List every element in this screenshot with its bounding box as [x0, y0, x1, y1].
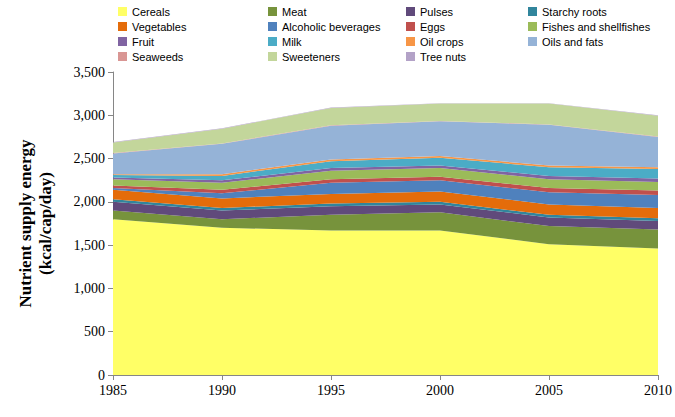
svg-text:1,000: 1,000 [74, 281, 106, 296]
svg-text:Fishes and shellfishes: Fishes and shellfishes [542, 21, 651, 33]
svg-text:3,000: 3,000 [74, 108, 106, 123]
svg-text:0: 0 [98, 368, 105, 383]
svg-text:(kcal/cap/day): (kcal/cap/day) [36, 172, 55, 275]
svg-text:Alcoholic beverages: Alcoholic beverages [282, 21, 381, 33]
svg-text:3,500: 3,500 [74, 65, 106, 80]
svg-text:Pulses: Pulses [420, 6, 454, 18]
svg-text:Cereals: Cereals [132, 6, 170, 18]
svg-text:Oils and fats: Oils and fats [542, 36, 604, 48]
svg-text:Meat: Meat [282, 6, 306, 18]
svg-text:2010: 2010 [644, 383, 672, 398]
svg-text:Fruit: Fruit [132, 36, 154, 48]
svg-text:Eggs: Eggs [420, 21, 446, 33]
svg-text:2005: 2005 [535, 383, 563, 398]
svg-text:2,000: 2,000 [74, 194, 106, 209]
svg-text:2,500: 2,500 [74, 151, 106, 166]
svg-text:2000: 2000 [426, 383, 454, 398]
svg-text:Sweeteners: Sweeteners [282, 51, 341, 63]
svg-text:1985: 1985 [99, 383, 127, 398]
svg-text:1995: 1995 [317, 383, 345, 398]
svg-text:1990: 1990 [208, 383, 236, 398]
svg-text:500: 500 [84, 324, 105, 339]
svg-text:1,500: 1,500 [74, 238, 106, 253]
svg-text:Milk: Milk [282, 36, 302, 48]
svg-text:Seaweeds: Seaweeds [132, 51, 184, 63]
svg-text:Nutrient supply energy: Nutrient supply energy [16, 139, 35, 308]
svg-text:Tree nuts: Tree nuts [420, 51, 467, 63]
svg-text:Starchy roots: Starchy roots [542, 6, 607, 18]
svg-text:Vegetables: Vegetables [132, 21, 187, 33]
svg-text:Oil crops: Oil crops [420, 36, 464, 48]
